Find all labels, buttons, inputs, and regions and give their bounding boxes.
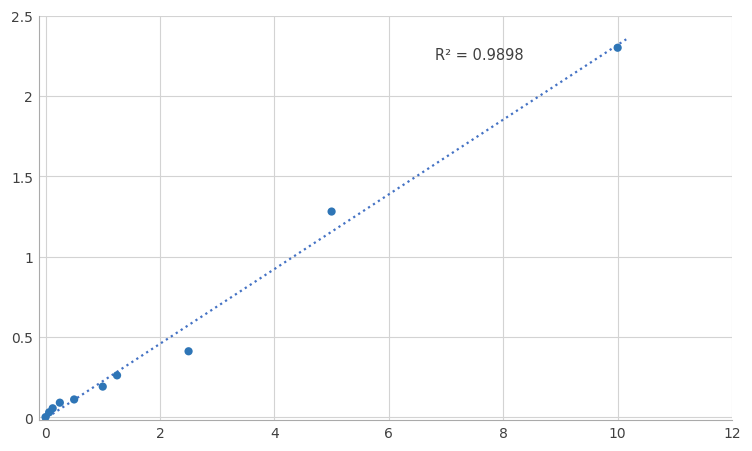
Point	[111, 372, 123, 379]
Text: R² = 0.9898: R² = 0.9898	[435, 47, 523, 63]
Point	[326, 208, 338, 216]
Point	[54, 399, 66, 406]
Point	[68, 396, 80, 403]
Point	[40, 414, 52, 421]
Point	[611, 45, 623, 52]
Point	[47, 405, 59, 412]
Point	[97, 383, 109, 391]
Point	[183, 348, 195, 355]
Point	[43, 409, 55, 416]
